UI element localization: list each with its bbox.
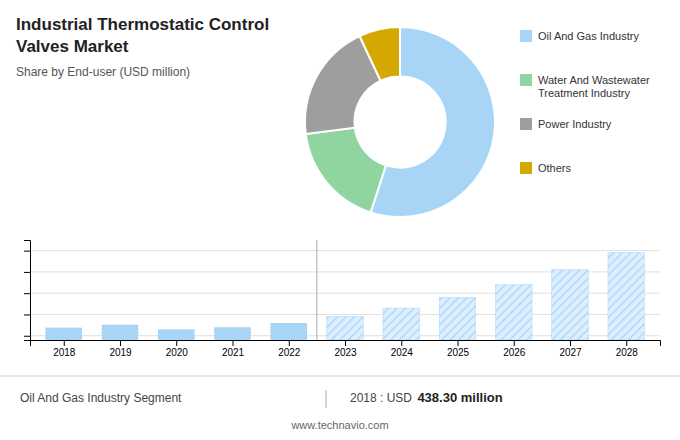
x-tick: 2019 [109, 340, 132, 358]
y-tick [24, 336, 30, 337]
footer-rule [0, 376, 680, 377]
legend-swatch [520, 118, 532, 130]
x-tick: 2026 [503, 340, 526, 358]
y-tick-mark [24, 272, 30, 273]
y-tick-mark [24, 314, 30, 315]
donut [305, 27, 495, 217]
bar [214, 327, 251, 340]
bar [383, 308, 420, 340]
x-tick: 2020 [166, 340, 189, 358]
x-tick-label: 2019 [109, 347, 132, 358]
x-tick-mark [233, 340, 234, 346]
y-tick [24, 251, 30, 252]
bar [45, 328, 82, 340]
x-axis-line [31, 341, 661, 347]
x-tick-label: 2022 [278, 347, 301, 358]
legend-label: Oil And Gas Industry [538, 30, 639, 42]
donut-panel: Industrial Thermostatic Control Valves Ma… [16, 15, 650, 217]
text-line: Oil And Gas Industry [538, 30, 639, 42]
x-tick-label: 2021 [222, 347, 245, 358]
legend-swatch [520, 30, 532, 42]
x-tick: 2028 [616, 340, 639, 358]
text-line: Treatment Industry [538, 87, 630, 99]
legend-item: Oil And Gas Industry [520, 30, 639, 42]
x-tick-label: 2024 [391, 347, 414, 358]
x-axis: 2018 2019 2020 2021 2022 2023 2024 2025 2026 2027… [31, 340, 661, 358]
bar-panel: 2018 2019 2020 2021 2022 2023 2024 2025 2026 2027… [24, 240, 661, 358]
x-tick: 2024 [391, 340, 414, 358]
annotation: 438.30 million [417, 390, 502, 405]
divider [316, 240, 317, 340]
x-tick-mark [120, 340, 121, 346]
legend-swatch [520, 162, 532, 174]
legend-item: Water And WastewaterTreatment Industry [520, 74, 650, 99]
bar [158, 329, 195, 340]
bar [495, 285, 532, 340]
bars [45, 240, 644, 340]
bar [608, 253, 645, 340]
annotation: 2018 : USD [350, 391, 415, 405]
y-tick-mark [24, 293, 30, 294]
x-tick: 2022 [278, 340, 301, 358]
legend-swatch [520, 74, 532, 86]
legend-item: Others [520, 162, 572, 174]
text-line: Power Industry [538, 118, 612, 130]
bar [327, 317, 364, 340]
x-tick-mark [289, 340, 290, 346]
title: Industrial Thermostatic Control Valves Ma… [16, 15, 269, 56]
x-tick-label: 2028 [616, 347, 639, 358]
y-axis [24, 241, 31, 341]
y-tick [24, 272, 30, 273]
x-tick: 2027 [559, 340, 582, 358]
footer-separator [326, 390, 327, 408]
x-tick-mark [176, 340, 177, 346]
text-line: Industrial Thermostatic Control [16, 15, 269, 34]
legend: Oil And Gas Industry Water And Wastewater… [520, 30, 650, 174]
bar [270, 323, 307, 340]
x-tick: 2025 [447, 340, 470, 358]
grid-line [30, 250, 660, 251]
y-tick-mark [24, 336, 30, 337]
y-tick-mark [24, 251, 30, 252]
x-tick-mark [570, 340, 571, 346]
x-tick-mark [345, 340, 346, 346]
x-tick-label: 2018 [53, 347, 76, 358]
subtitle: Share by End-user (USD million) [16, 65, 190, 79]
x-tick-mark [626, 340, 627, 346]
text-line: Others [538, 162, 572, 174]
annotation: Oil And Gas Industry Segment [20, 391, 182, 405]
x-tick: 2021 [222, 340, 245, 358]
y-tick [24, 293, 30, 294]
y-axis-line [24, 241, 31, 341]
x-tick-label: 2020 [166, 347, 189, 358]
footer: Oil And Gas Industry Segment 2018 : USD 4… [0, 376, 680, 431]
x-tick-label: 2023 [334, 347, 357, 358]
bar [552, 270, 589, 340]
x-tick-label: 2025 [447, 347, 470, 358]
slice [306, 128, 386, 213]
x-tick-label: 2026 [503, 347, 526, 358]
annotation: www.technavio.com [290, 419, 388, 431]
x-tick-mark [514, 340, 515, 346]
legend-label: Water And WastewaterTreatment Industry [538, 74, 650, 99]
bar [439, 297, 476, 340]
chart-root: Industrial Thermostatic Control Valves Ma… [0, 0, 680, 440]
legend-label: Others [538, 162, 572, 174]
x-tick-mark [401, 340, 402, 346]
text-line: Water And Wastewater [538, 74, 650, 86]
x-tick: 2023 [334, 340, 357, 358]
x-tick-mark [64, 340, 65, 346]
slice [360, 27, 400, 81]
x-tick-mark [458, 340, 459, 346]
legend-label: Power Industry [538, 118, 612, 130]
y-tick [24, 314, 30, 315]
x-tick-label: 2027 [559, 347, 582, 358]
bar [102, 325, 139, 340]
x-tick: 2018 [53, 340, 76, 358]
legend-item: Power Industry [520, 118, 612, 130]
text-line: Valves Market [16, 37, 129, 56]
